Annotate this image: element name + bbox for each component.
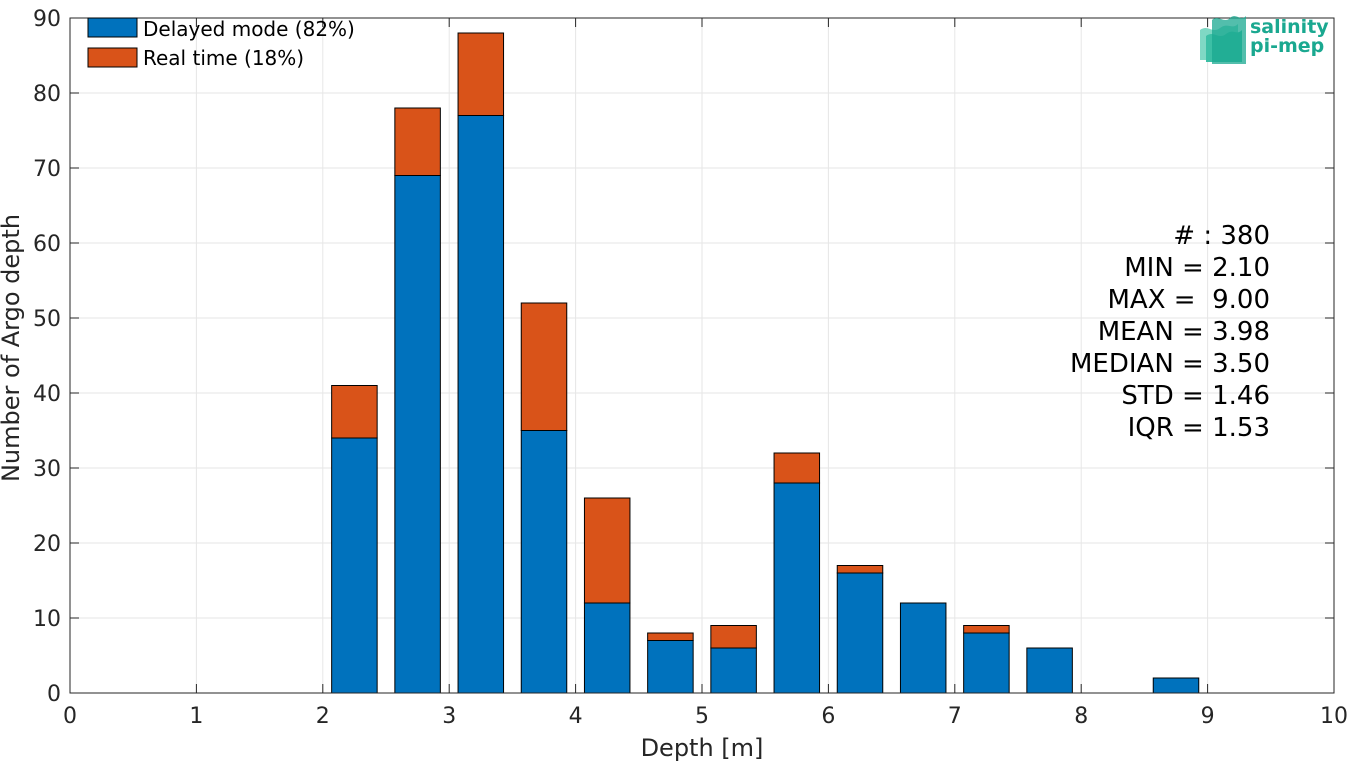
x-tick-labels: 0 1 2 3 4 5 6 7 8 9 10 [63,704,1348,729]
y-tick-label: 20 [33,532,61,557]
delayed-mode-bar [773,482,821,694]
y-tick-label: 30 [33,457,61,482]
delayed-mode-bar [394,175,441,694]
x-tick-label: 0 [63,704,77,729]
real-time-bar [394,107,441,176]
delayed-mode-bar [963,632,1010,694]
delayed-mode-bar [1026,647,1073,694]
delayed-mode-bar [583,602,631,694]
x-tick-label: 9 [1201,704,1215,729]
delayed-mode-bar [520,430,568,694]
y-tick-label: 70 [33,157,61,182]
real-time-bar [710,625,757,649]
stat-min: MIN = 2.10 [1124,253,1270,283]
logo-text-salinity: salinity [1250,16,1329,38]
legend-swatch-real-time [87,47,138,68]
stat-mean: MEAN = 3.98 [1098,317,1270,347]
x-tick-label: 1 [189,704,203,729]
x-tick-label: 8 [1074,704,1088,729]
x-tick-label: 10 [1320,704,1348,729]
y-tick-label: 80 [33,82,61,107]
y-tick-label: 0 [47,682,61,707]
bars [331,32,1200,694]
x-tick-label: 4 [569,704,583,729]
legend-label-real-time: Real time (18%) [143,46,304,70]
y-tick-label: 10 [33,607,61,632]
delayed-mode-bar [899,602,947,694]
delayed-mode-bar [1152,677,1200,694]
real-time-bar [773,452,821,484]
real-time-bar [963,625,1010,634]
delayed-mode-bar [647,640,694,694]
x-tick-label: 5 [695,704,709,729]
salinity-pi-mep-logo: salinity pi-mep [1200,16,1329,64]
legend-swatch-delayed-mode [87,17,138,38]
y-tick-label: 50 [33,307,61,332]
logo-text-pi-mep: pi-mep [1250,35,1324,57]
delayed-mode-bar [457,115,505,694]
y-tick-labels: 0 10 20 30 40 50 60 70 80 90 [33,7,61,707]
x-tick-label: 3 [442,704,456,729]
legend: Delayed mode (82%) Real time (18%) [87,17,355,70]
wave-logo-icon [1200,16,1246,64]
delayed-mode-bar [836,572,884,694]
real-time-bar [520,302,568,431]
real-time-bar [331,385,378,439]
y-tick-label: 40 [33,382,61,407]
stat-count: # : 380 [1173,221,1270,251]
real-time-bar [583,497,631,604]
stat-max: MAX = 9.00 [1108,285,1271,315]
stat-std: STD = 1.46 [1121,381,1270,411]
y-tick-label: 90 [33,7,61,32]
y-tick-label: 60 [33,232,61,257]
legend-label-delayed-mode: Delayed mode (82%) [143,17,355,41]
x-tick-label: 7 [948,704,962,729]
stat-iqr: IQR = 1.53 [1128,413,1270,443]
statistics-annotation: # : 380 MIN = 2.10 MAX = 9.00 MEAN = 3.9… [1070,221,1270,443]
real-time-bar [647,632,694,641]
real-time-bar [457,32,505,116]
real-time-bar [836,565,884,574]
x-tick-label: 6 [821,704,835,729]
delayed-mode-bar [331,437,378,694]
axes [69,17,1335,694]
x-tick-label: 2 [316,704,330,729]
x-axis-label: Depth [m] [641,734,764,762]
stat-median: MEDIAN = 3.50 [1070,349,1270,379]
delayed-mode-bar [710,647,757,694]
y-axis-label: Number of Argo depth [0,214,25,482]
